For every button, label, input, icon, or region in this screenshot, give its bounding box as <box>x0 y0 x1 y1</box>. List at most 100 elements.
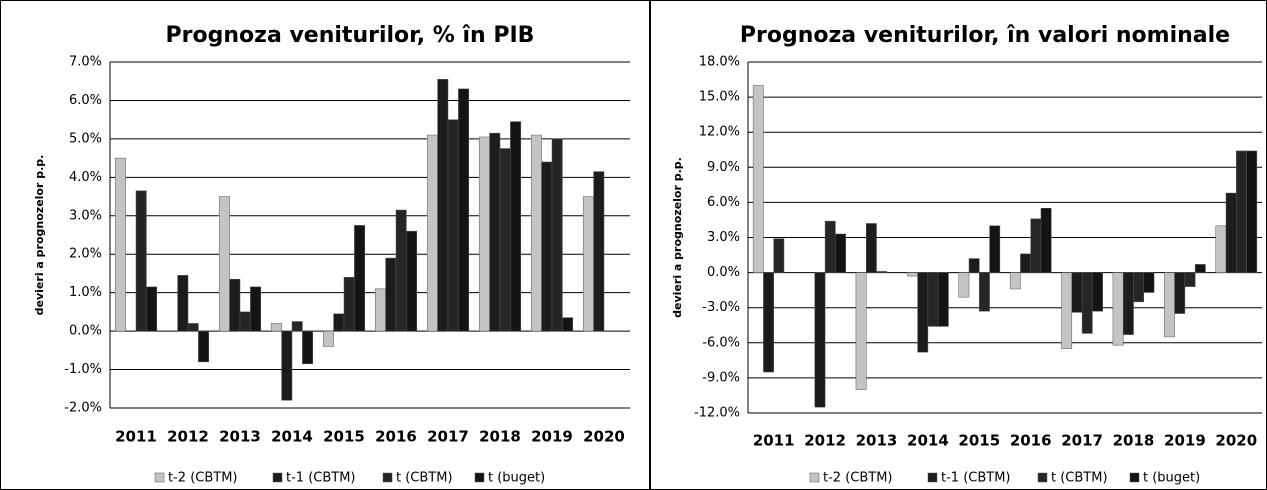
chart-title: Prognoza veniturilor, în valori nominale <box>740 23 1230 48</box>
y-tick-label: -1.0% <box>64 362 102 377</box>
bar <box>1246 150 1258 273</box>
x-tick-label: 2018 <box>479 428 521 446</box>
x-tick-label: 2017 <box>1061 432 1103 450</box>
bar <box>374 288 386 332</box>
bar <box>146 286 158 332</box>
bar <box>322 330 334 347</box>
bar <box>198 330 210 363</box>
x-tick-label: 2013 <box>219 428 261 446</box>
bar <box>239 311 251 332</box>
x-tick-label: 2016 <box>1010 432 1052 450</box>
bar <box>835 233 846 273</box>
legend-label: t (CBTM) <box>396 471 453 486</box>
legend-swatch <box>1129 472 1140 483</box>
bar <box>1040 208 1052 273</box>
bar <box>270 323 282 332</box>
bar <box>855 272 867 390</box>
panel-border <box>650 0 1267 490</box>
bar <box>187 323 199 332</box>
bar <box>135 190 147 332</box>
y-tick-label: 4.0% <box>69 170 102 185</box>
bar <box>1061 272 1073 349</box>
bar <box>114 157 126 332</box>
bar <box>763 272 774 373</box>
y-tick-label: 2.0% <box>69 247 102 262</box>
legend-swatch <box>474 472 485 483</box>
bar <box>437 79 449 332</box>
y-axis-label: devieri a prognozelor p.p. <box>671 157 684 318</box>
bar <box>541 161 553 332</box>
x-tick-label: 2013 <box>856 432 898 450</box>
bar <box>281 330 293 401</box>
legend-swatch <box>382 472 393 483</box>
bar <box>229 278 241 332</box>
y-tick-label: 0.0% <box>707 265 740 280</box>
chart: Prognoza veniturilor, în valori nominale… <box>650 0 1267 490</box>
bar <box>979 272 990 312</box>
x-tick-label: 2014 <box>907 432 949 450</box>
x-tick-label: 2015 <box>958 432 1000 450</box>
x-tick-label: 2020 <box>583 428 625 446</box>
x-tick-label: 2020 <box>1215 432 1257 450</box>
bar <box>489 132 501 332</box>
y-tick-label: 3.0% <box>69 208 102 223</box>
bar <box>343 277 355 332</box>
bar <box>406 230 418 332</box>
y-tick-label: 9.0% <box>707 160 740 175</box>
y-tick-label: -2.0% <box>64 401 102 416</box>
bar <box>385 257 397 332</box>
x-tick-label: 2014 <box>271 428 313 446</box>
y-tick-label: -6.0% <box>702 335 740 350</box>
y-tick-label: 6.0% <box>707 195 740 210</box>
bar <box>1143 272 1155 293</box>
legend-label: t-1 (CBTM) <box>941 471 1011 486</box>
bar <box>1092 272 1103 312</box>
bar <box>447 119 459 332</box>
legend-label: t-2 (CBTM) <box>168 471 238 486</box>
bar <box>1174 272 1186 314</box>
bar <box>824 220 836 273</box>
bar <box>426 134 438 332</box>
bar <box>989 225 1001 273</box>
x-tick-label: 2012 <box>167 428 209 446</box>
y-tick-label: 15.0% <box>699 90 740 105</box>
bar <box>499 148 511 332</box>
y-tick-label: 18.0% <box>699 55 740 70</box>
legend-swatch <box>1037 472 1048 483</box>
bar <box>1194 264 1206 273</box>
x-tick-label: 2011 <box>115 428 157 446</box>
bar <box>876 271 888 273</box>
bar <box>562 317 574 332</box>
bar <box>1122 272 1134 335</box>
bar <box>1236 150 1247 273</box>
bar <box>1009 272 1021 290</box>
bar <box>968 258 980 273</box>
bar <box>291 321 303 332</box>
bar <box>395 209 407 332</box>
y-tick-label: 0.0% <box>69 324 102 339</box>
bar <box>1020 253 1031 273</box>
bar <box>917 272 929 353</box>
x-tick-label: 2011 <box>753 432 795 450</box>
bar <box>593 171 605 332</box>
legend-label: t (buget) <box>488 471 545 486</box>
x-tick-label: 2019 <box>531 428 573 446</box>
y-tick-label: 3.0% <box>707 230 740 245</box>
bar <box>1112 272 1124 346</box>
y-axis-label: devieri a prognozelor p.p. <box>33 155 46 316</box>
bar <box>1081 272 1093 334</box>
bar <box>907 272 918 277</box>
legend-label: t (CBTM) <box>1051 471 1108 486</box>
bar <box>752 85 764 273</box>
legend-swatch <box>809 472 820 483</box>
bar <box>865 223 877 273</box>
legend-swatch <box>927 472 938 483</box>
bar <box>458 88 470 332</box>
bar <box>773 238 785 273</box>
legend-label: t (buget) <box>1143 471 1200 486</box>
bar <box>510 121 522 332</box>
chart-title: Prognoza veniturilor, % în PIB <box>166 23 535 48</box>
bar <box>1215 225 1227 273</box>
y-tick-label: 12.0% <box>699 125 740 140</box>
